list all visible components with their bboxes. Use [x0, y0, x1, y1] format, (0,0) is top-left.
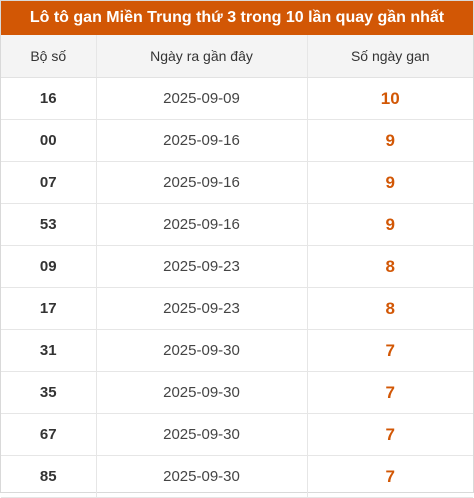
cell-days: 10 [306, 77, 473, 120]
cell-days: 9 [306, 161, 473, 204]
cell-days: 7 [306, 329, 473, 372]
cell-days: 9 [306, 119, 473, 162]
cell-last-date: 2025-09-30 [95, 371, 307, 414]
cell-number: 17 [1, 287, 96, 330]
cell-number: 09 [1, 245, 96, 288]
table-header-row: Bộ số Ngày ra gần đây Số ngày gan [1, 35, 473, 78]
table-row: 09 2025-09-23 8 [1, 245, 473, 288]
table-row: 85 2025-09-30 7 [1, 455, 473, 498]
cell-number: 53 [1, 203, 96, 246]
table-row: 67 2025-09-30 7 [1, 413, 473, 456]
cell-last-date: 2025-09-09 [95, 77, 307, 120]
table-row: 31 2025-09-30 7 [1, 329, 473, 372]
cell-last-date: 2025-09-30 [95, 413, 307, 456]
cell-last-date: 2025-09-16 [95, 161, 307, 204]
cell-last-date: 2025-09-16 [95, 203, 307, 246]
table-row: 00 2025-09-16 9 [1, 119, 473, 162]
cell-number: 85 [1, 455, 96, 498]
cell-last-date: 2025-09-16 [95, 119, 307, 162]
cell-number: 31 [1, 329, 96, 372]
lo-gan-table: Bộ số Ngày ra gần đây Số ngày gan 16 202… [1, 35, 473, 498]
cell-number: 07 [1, 161, 96, 204]
cell-days: 7 [306, 413, 473, 456]
cell-last-date: 2025-09-30 [95, 455, 307, 498]
column-header-last-date: Ngày ra gần đây [95, 35, 307, 78]
column-header-number: Bộ số [1, 35, 96, 78]
cell-number: 16 [1, 77, 96, 120]
cell-days: 8 [306, 287, 473, 330]
cell-number: 35 [1, 371, 96, 414]
cell-days: 8 [306, 245, 473, 288]
cell-days: 7 [306, 371, 473, 414]
cell-number: 67 [1, 413, 96, 456]
cell-last-date: 2025-09-30 [95, 329, 307, 372]
table-row: 35 2025-09-30 7 [1, 371, 473, 414]
table-row: 07 2025-09-16 9 [1, 161, 473, 204]
cell-last-date: 2025-09-23 [95, 287, 307, 330]
cell-number: 00 [1, 119, 96, 162]
table-row: 17 2025-09-23 8 [1, 287, 473, 330]
column-header-days: Số ngày gan [306, 35, 473, 78]
cell-days: 9 [306, 203, 473, 246]
table-row: 53 2025-09-16 9 [1, 203, 473, 246]
table-row: 16 2025-09-09 10 [1, 77, 473, 120]
cell-days: 7 [306, 455, 473, 498]
panel-title: Lô tô gan Miền Trung thứ 3 trong 10 lần … [1, 1, 473, 35]
cell-last-date: 2025-09-23 [95, 245, 307, 288]
